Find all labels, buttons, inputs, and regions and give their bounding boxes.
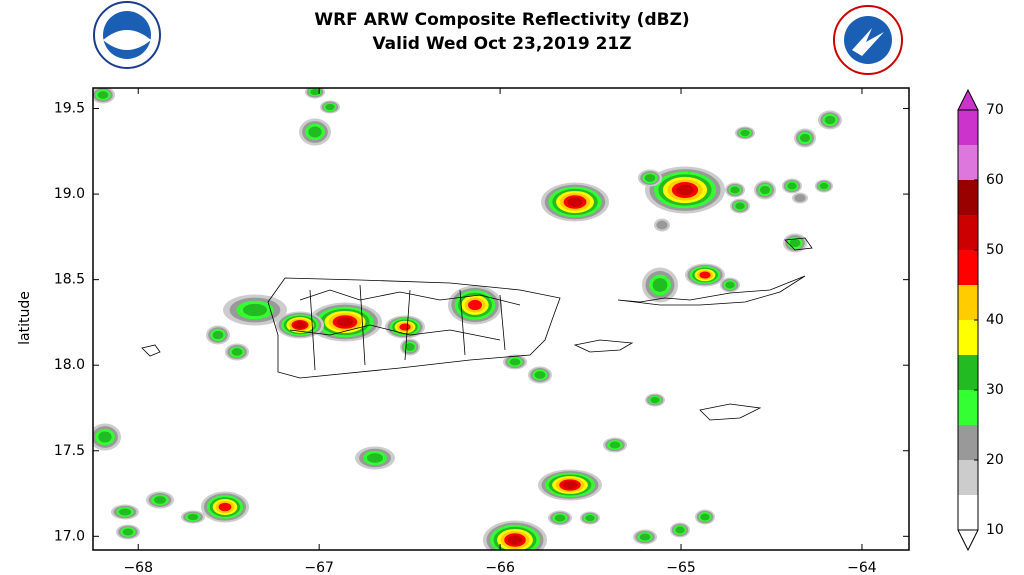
reflectivity-cell bbox=[187, 513, 199, 521]
reflectivity-cell bbox=[336, 317, 354, 327]
x-tick-label: −66 bbox=[485, 560, 515, 575]
reflectivity-cell bbox=[509, 358, 521, 366]
reflectivity-cell bbox=[824, 115, 836, 125]
reflectivity-cell bbox=[310, 88, 320, 96]
x-tick-label: −65 bbox=[666, 560, 696, 575]
colorbar-segment bbox=[958, 425, 978, 460]
reflectivity-cell bbox=[243, 303, 267, 317]
colorbar-tick-label: 20 bbox=[986, 452, 1004, 468]
reflectivity-cell bbox=[609, 441, 621, 449]
reflectivity-cell bbox=[800, 133, 810, 143]
y-axis-label: latitude bbox=[17, 291, 33, 345]
colorbar-tick-label: 40 bbox=[986, 312, 1004, 328]
colorbar-segment bbox=[958, 110, 978, 145]
reflectivity-cell bbox=[154, 496, 166, 504]
reflectivity-cell bbox=[787, 182, 797, 190]
chart-subtitle: Valid Wed Oct 23,2019 21Z bbox=[372, 34, 631, 54]
reflectivity-cell bbox=[218, 502, 232, 512]
reflectivity-cell bbox=[794, 194, 806, 202]
reflectivity-cell bbox=[644, 174, 656, 182]
colorbar-extend-bottom bbox=[957, 529, 979, 552]
reflectivity-cell bbox=[119, 508, 131, 516]
colorbar-segment bbox=[958, 355, 978, 390]
colorbar-extend-top bbox=[957, 88, 979, 111]
colorbar-tick-label: 30 bbox=[986, 382, 1004, 398]
reflectivity-cell bbox=[652, 278, 668, 292]
x-tick-label: −64 bbox=[847, 560, 877, 575]
reflectivity-cell bbox=[294, 321, 306, 329]
chart-title: WRF ARW Composite Reflectivity (dBZ) bbox=[314, 10, 689, 30]
reflectivity-cell bbox=[639, 533, 651, 541]
plot-frame bbox=[92, 87, 910, 551]
y-tick-label: 18.5 bbox=[54, 272, 85, 288]
reflectivity-cell bbox=[730, 186, 740, 194]
colorbar-segment bbox=[958, 285, 978, 320]
reflectivity-cell bbox=[212, 330, 224, 340]
reflectivity-cell bbox=[650, 396, 660, 404]
reflectivity-cell bbox=[740, 129, 750, 137]
reflectivity-cell bbox=[819, 182, 829, 190]
noaa-logo bbox=[93, 1, 161, 69]
reflectivity-cell bbox=[562, 481, 578, 489]
axes: −68 −67 −66 −65 −64 17.0 17.5 18.0 18.5 19.0 19.5 bbox=[54, 88, 909, 575]
y-tick-label: 19.5 bbox=[54, 101, 85, 117]
colorbar-tick-label: 70 bbox=[986, 102, 1004, 118]
colorbar-segment bbox=[958, 250, 978, 285]
reflectivity-cell bbox=[534, 371, 546, 379]
colorbar-segment bbox=[958, 215, 978, 250]
y-tick-label: 18.0 bbox=[54, 357, 85, 373]
reflectivity-cell bbox=[405, 343, 415, 351]
reflectivity-cell bbox=[231, 348, 243, 356]
reflectivity-cell bbox=[585, 514, 595, 522]
colorbar-segment bbox=[958, 145, 978, 180]
colorbar-segment bbox=[958, 460, 978, 495]
colorbar: 10 20 30 40 50 60 70 bbox=[957, 88, 1004, 552]
reflectivity-cell bbox=[725, 281, 735, 289]
x-tick-label: −67 bbox=[304, 560, 334, 575]
reflectivity-cell bbox=[97, 91, 109, 99]
reflectivity-cell bbox=[735, 202, 745, 210]
colorbar-segment bbox=[958, 180, 978, 215]
reflectivity-cell bbox=[567, 197, 583, 207]
reflectivity-cell bbox=[675, 526, 685, 534]
colorbar-segment bbox=[958, 390, 978, 425]
reflectivity-cell bbox=[308, 126, 322, 138]
y-tick-label: 19.0 bbox=[54, 186, 85, 202]
reflectivity-cell bbox=[789, 238, 801, 248]
reflectivity-cell bbox=[760, 185, 770, 195]
colorbar-tick-label: 60 bbox=[986, 172, 1004, 188]
colorbar-segment bbox=[958, 495, 978, 530]
coastlines bbox=[141, 237, 813, 421]
reflectivity-cell bbox=[700, 513, 710, 521]
colorbar-tick-label: 50 bbox=[986, 242, 1004, 258]
y-tick-label: 17.5 bbox=[54, 443, 85, 459]
reflectivity-cell bbox=[468, 299, 482, 311]
nws-logo bbox=[833, 5, 903, 75]
reflectivity-cell bbox=[699, 271, 711, 279]
colorbar-tick-label: 10 bbox=[986, 522, 1004, 538]
reflectivity-cell bbox=[554, 514, 566, 522]
y-tick-label: 17.0 bbox=[54, 528, 85, 544]
colorbar-segment bbox=[958, 320, 978, 355]
reflectivity-cell bbox=[98, 431, 112, 443]
x-tick-label: −68 bbox=[123, 560, 153, 575]
reflectivity-cell bbox=[399, 323, 411, 331]
reflectivity-cell bbox=[367, 453, 383, 463]
reflectivity-cell bbox=[656, 220, 668, 230]
reflectivity-cell bbox=[122, 528, 134, 536]
reflectivity-cell bbox=[325, 103, 335, 111]
reflectivity-field bbox=[93, 88, 842, 550]
reflectivity-cell bbox=[507, 535, 523, 545]
reflectivity-cell bbox=[676, 184, 694, 196]
